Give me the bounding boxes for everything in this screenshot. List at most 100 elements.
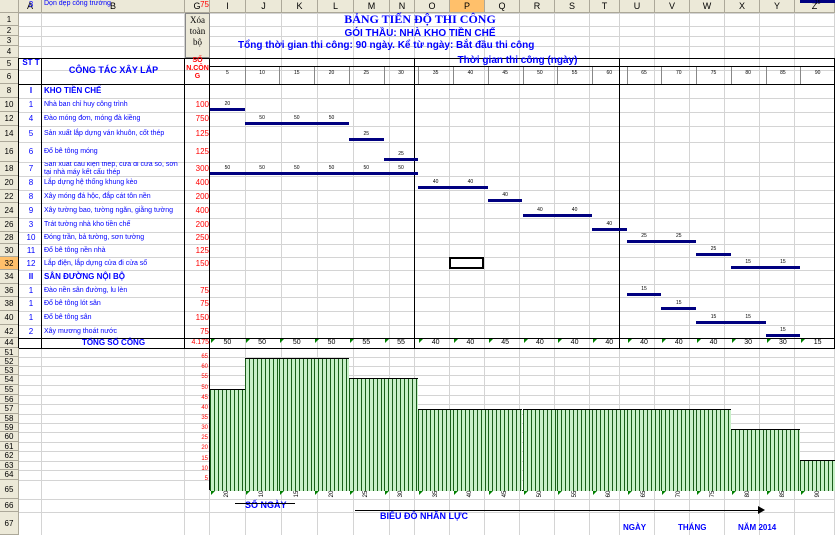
row-header-32[interactable]: 32 [0, 257, 19, 270]
row-header-56[interactable]: 56 [0, 395, 19, 404]
gantt-bar [210, 172, 419, 175]
row-header-2[interactable]: 2 [0, 26, 19, 36]
row-header-65[interactable]: 65 [0, 480, 19, 499]
row-header-18[interactable]: 18 [0, 162, 19, 176]
day-mark: 65 [641, 70, 647, 76]
row-header-14[interactable]: 14 [0, 126, 19, 142]
row-header-36[interactable]: 36 [0, 284, 19, 297]
period-total: 40 [431, 339, 440, 346]
flag-icon [384, 491, 389, 495]
row-header-3[interactable]: 3 [0, 36, 19, 46]
row-header-20[interactable]: 20 [0, 176, 19, 190]
column-header-x[interactable]: X [725, 0, 760, 13]
row-header-16[interactable]: 16 [0, 142, 19, 162]
row-header-38[interactable]: 38 [0, 297, 19, 311]
row-header-24[interactable]: 24 [0, 203, 19, 218]
row-header-54[interactable]: 54 [0, 375, 19, 385]
histogram-bar [244, 358, 280, 491]
x-day-label: 90 [814, 490, 821, 498]
row-header-28[interactable]: 28 [0, 232, 19, 244]
period-total: 15 [813, 339, 822, 346]
column-header-n[interactable]: N [390, 0, 415, 13]
row-header-44[interactable]: 44 [0, 338, 19, 348]
column-header-w[interactable]: W [690, 0, 725, 13]
row-header-66[interactable]: 66 [0, 499, 19, 512]
column-header-r[interactable]: R [520, 0, 555, 13]
column-header-v[interactable]: V [655, 0, 690, 13]
day-mark: 40 [467, 70, 474, 76]
row-header-53[interactable]: 53 [0, 366, 19, 375]
column-header-g[interactable]: G [185, 0, 210, 13]
column-header-t[interactable]: T [590, 0, 620, 13]
row-header-61[interactable]: 61 [0, 442, 19, 451]
row-header-26[interactable]: 26 [0, 218, 19, 232]
row-header-67[interactable]: 67 [0, 512, 19, 535]
flag-icon [454, 339, 459, 343]
select-all-corner[interactable] [0, 0, 19, 13]
day-mark: 45 [502, 70, 508, 76]
row-header-8[interactable]: 8 [0, 84, 19, 98]
task-workdays: 100 [195, 100, 209, 109]
column-header-y[interactable]: Y [760, 0, 795, 13]
x-day-label: 30 [397, 490, 404, 498]
worker-count-label: 20 [224, 101, 231, 107]
row-header-1[interactable]: 1 [0, 13, 19, 26]
column-header-b[interactable]: B [42, 0, 185, 13]
flag-icon [662, 491, 667, 495]
column-header-o[interactable]: O [415, 0, 450, 13]
row-header-30[interactable]: 30 [0, 244, 19, 257]
flag-icon [801, 339, 806, 343]
task-stt: 1 [28, 100, 34, 109]
task-stt: 7 [28, 164, 34, 173]
task-name: Đổ bê tông sân [44, 314, 92, 321]
row-header-64[interactable]: 64 [0, 470, 19, 480]
row-header-12[interactable]: 12 [0, 112, 19, 126]
task-name: Xây mương thoát nước [44, 327, 118, 335]
task-workdays: 200 [195, 192, 209, 201]
clear-all-button[interactable]: Xóa toàn bộ [185, 13, 210, 58]
worker-count-label: 15 [780, 259, 786, 265]
gantt-bar [348, 138, 384, 141]
column-header-a[interactable]: A [19, 0, 42, 13]
column-header-i[interactable]: I [210, 0, 246, 13]
worker-count-label: 50 [294, 165, 300, 171]
row-header-59[interactable]: 59 [0, 423, 19, 432]
flag-icon [280, 491, 285, 495]
column-header-p[interactable]: P [450, 0, 485, 13]
column-header-m[interactable]: M [354, 0, 390, 13]
row-header-57[interactable]: 57 [0, 404, 19, 414]
y-tick-label: 25 [201, 435, 208, 442]
column-header-j[interactable]: J [246, 0, 282, 13]
task-stt: 5 [28, 129, 34, 138]
histogram-bar [210, 388, 245, 491]
column-header-l[interactable]: L [318, 0, 354, 13]
row-header-4[interactable]: 4 [0, 46, 19, 58]
row-header-51[interactable]: 51 [0, 348, 19, 357]
column-header-k[interactable]: K [282, 0, 318, 13]
column-header-q[interactable]: Q [485, 0, 520, 13]
row-header-10[interactable]: 10 [0, 98, 19, 112]
row-header-60[interactable]: 60 [0, 432, 19, 442]
column-header-s[interactable]: S [555, 0, 590, 13]
row-header-62[interactable]: 62 [0, 451, 19, 461]
row-header-22[interactable]: 22 [0, 190, 19, 203]
gantt-bar [696, 321, 766, 324]
flag-icon [697, 339, 702, 343]
row-header-5[interactable]: 5 [0, 58, 19, 70]
row-header-42[interactable]: 42 [0, 325, 19, 338]
gantt-bar [730, 266, 801, 269]
task-name: Đổ bê tông lót sân [44, 300, 101, 307]
row-header-55[interactable]: 55 [0, 385, 19, 395]
row-header-40[interactable]: 40 [0, 311, 19, 325]
row-header-63[interactable]: 63 [0, 461, 19, 470]
row-header-34[interactable]: 34 [0, 270, 19, 284]
row-header-6[interactable]: 6 [0, 70, 19, 84]
column-header-u[interactable]: U [620, 0, 655, 13]
row-header-52[interactable]: 52 [0, 357, 19, 366]
selected-cell[interactable] [449, 257, 484, 269]
flag-icon [349, 491, 354, 495]
row-header-58[interactable]: 58 [0, 414, 19, 423]
task-name: Sản xuất lắp dựng ván khuôn, cốt thép [44, 130, 165, 137]
period-total: 40 [709, 339, 718, 346]
x-day-label: 70 [675, 490, 682, 498]
